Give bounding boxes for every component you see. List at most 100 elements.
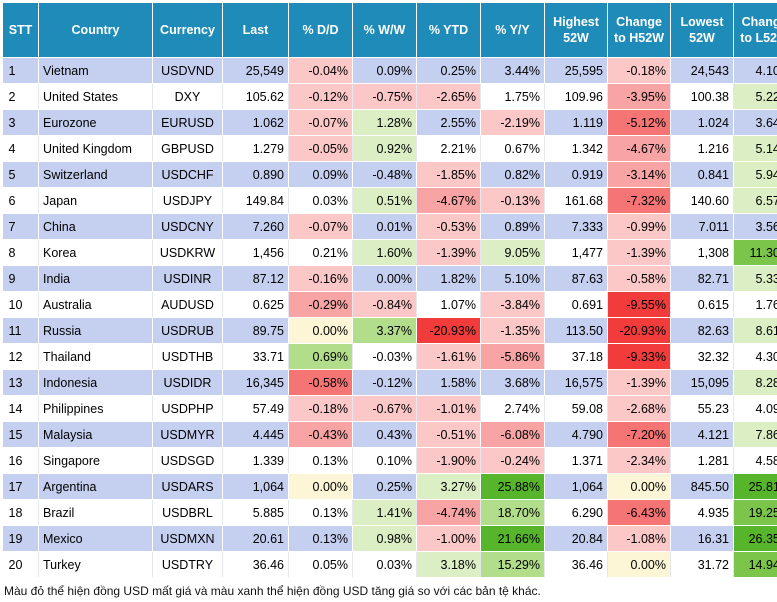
cell-country: Brazil [38, 499, 153, 526]
cell-highest-52w: 6.290 [544, 499, 608, 526]
cell-pct-yy: -3.84% [480, 291, 545, 318]
cell-pct-ww: -0.67% [352, 395, 417, 422]
cell-change-to-l52w: 5.94% [733, 161, 777, 188]
header-pct-yy: % Y/Y [480, 2, 545, 58]
header-pct-ytd: % YTD [416, 2, 481, 58]
cell-change-to-l52w: 4.09% [733, 395, 777, 422]
cell-pct-ytd: 1.82% [416, 265, 481, 292]
cell-currency: USDCHF [152, 161, 223, 188]
cell-change-to-l52w: 5.22% [733, 83, 777, 110]
table-row: 4 United Kingdom GBPUSD 1.279 -0.05% 0.92% 2.2… [2, 135, 777, 162]
cell-last: 149.84 [222, 187, 289, 214]
cell-last: 87.12 [222, 265, 289, 292]
cell-lowest-52w: 15,095 [670, 369, 734, 396]
cell-currency: USDINR [152, 265, 223, 292]
cell-country: China [38, 213, 153, 240]
cell-pct-dd: 0.69% [288, 343, 353, 370]
cell-stt: 3 [2, 109, 39, 136]
cell-highest-52w: 0.691 [544, 291, 608, 318]
cell-lowest-52w: 7.011 [670, 213, 734, 240]
cell-change-to-l52w: 6.57% [733, 187, 777, 214]
cell-pct-ww: -0.75% [352, 83, 417, 110]
table-row: 6 Japan USDJPY 149.84 0.03% 0.51% -4.67% -0.13%… [2, 187, 777, 214]
header-currency: Currency [152, 2, 223, 58]
cell-last: 7.260 [222, 213, 289, 240]
cell-pct-ytd: -1.85% [416, 161, 481, 188]
cell-stt: 6 [2, 187, 39, 214]
cell-pct-yy: 25.88% [480, 473, 545, 500]
cell-highest-52w: 0.919 [544, 161, 608, 188]
cell-pct-ww: -0.03% [352, 343, 417, 370]
cell-pct-yy: -5.86% [480, 343, 545, 370]
cell-pct-ww: 0.09% [352, 57, 417, 84]
header-country: Country [38, 2, 153, 58]
cell-pct-ytd: 2.21% [416, 135, 481, 162]
cell-pct-ww: 0.03% [352, 551, 417, 578]
cell-pct-dd: -0.07% [288, 213, 353, 240]
cell-pct-ww: -0.12% [352, 369, 417, 396]
cell-change-to-h52w: -7.20% [607, 421, 671, 448]
cell-change-to-h52w: -1.39% [607, 239, 671, 266]
header-row: STT Country Currency Last% D/D% W/W% YTD% Y… [2, 2, 777, 58]
cell-pct-yy: -2.19% [480, 109, 545, 136]
cell-pct-yy: 0.82% [480, 161, 545, 188]
table-body: 1 Vietnam USDVND 25,549 -0.04% 0.09% 0.25% 3.44… [2, 57, 777, 578]
cell-last: 4.445 [222, 421, 289, 448]
cell-pct-yy: -6.08% [480, 421, 545, 448]
cell-last: 25,549 [222, 57, 289, 84]
cell-country: Korea [38, 239, 153, 266]
cell-pct-yy: 21.66% [480, 525, 545, 552]
cell-pct-dd: 0.09% [288, 161, 353, 188]
cell-pct-ww: 3.37% [352, 317, 417, 344]
cell-change-to-h52w: -3.95% [607, 83, 671, 110]
cell-pct-ytd: -4.74% [416, 499, 481, 526]
cell-currency: USDRUB [152, 317, 223, 344]
cell-last: 1.062 [222, 109, 289, 136]
cell-highest-52w: 37.18 [544, 343, 608, 370]
cell-pct-ytd: 3.18% [416, 551, 481, 578]
cell-lowest-52w: 140.60 [670, 187, 734, 214]
cell-pct-dd: -0.18% [288, 395, 353, 422]
cell-lowest-52w: 32.32 [670, 343, 734, 370]
cell-change-to-h52w: -0.58% [607, 265, 671, 292]
cell-change-to-l52w: 11.30% [733, 239, 777, 266]
cell-change-to-h52w: -3.14% [607, 161, 671, 188]
cell-change-to-l52w: 5.14% [733, 135, 777, 162]
cell-pct-dd: 0.00% [288, 473, 353, 500]
cell-currency: USDJPY [152, 187, 223, 214]
header-change-to-l52w: Change to L52W [733, 2, 777, 58]
cell-stt: 19 [2, 525, 39, 552]
cell-country: Japan [38, 187, 153, 214]
cell-pct-yy: -1.35% [480, 317, 545, 344]
cell-country: Malaysia [38, 421, 153, 448]
cell-pct-ytd: -1.90% [416, 447, 481, 474]
table-row: 11 Russia USDRUB 89.75 0.00% 3.37% -20.93% -1.3… [2, 317, 777, 344]
cell-pct-ww: 0.98% [352, 525, 417, 552]
cell-highest-52w: 1.342 [544, 135, 608, 162]
table-row: 18 Brazil USDBRL 5.885 0.13% 1.41% -4.74% 18.70… [2, 499, 777, 526]
cell-stt: 11 [2, 317, 39, 344]
cell-pct-dd: 0.00% [288, 317, 353, 344]
cell-country: United States [38, 83, 153, 110]
cell-currency: DXY [152, 83, 223, 110]
header-pct-dd: % D/D [288, 2, 353, 58]
table-row: 15 Malaysia USDMYR 4.445 -0.43% 0.43% -0.51% -6… [2, 421, 777, 448]
cell-pct-yy: 9.05% [480, 239, 545, 266]
cell-stt: 12 [2, 343, 39, 370]
cell-pct-dd: -0.05% [288, 135, 353, 162]
cell-highest-52w: 1,064 [544, 473, 608, 500]
header-last: Last [222, 2, 289, 58]
table-row: 1 Vietnam USDVND 25,549 -0.04% 0.09% 0.25% 3.44… [2, 57, 777, 84]
cell-pct-yy: 18.70% [480, 499, 545, 526]
table-row: 10 Australia AUDUSD 0.625 -0.29% -0.84% 1.07% -… [2, 291, 777, 318]
cell-highest-52w: 59.08 [544, 395, 608, 422]
cell-currency: GBPUSD [152, 135, 223, 162]
cell-change-to-h52w: -2.68% [607, 395, 671, 422]
cell-pct-dd: -0.43% [288, 421, 353, 448]
cell-last: 5.885 [222, 499, 289, 526]
cell-last: 1,064 [222, 473, 289, 500]
cell-pct-ww: -0.48% [352, 161, 417, 188]
cell-pct-yy: 0.67% [480, 135, 545, 162]
cell-pct-ww: 0.43% [352, 421, 417, 448]
cell-last: 20.61 [222, 525, 289, 552]
